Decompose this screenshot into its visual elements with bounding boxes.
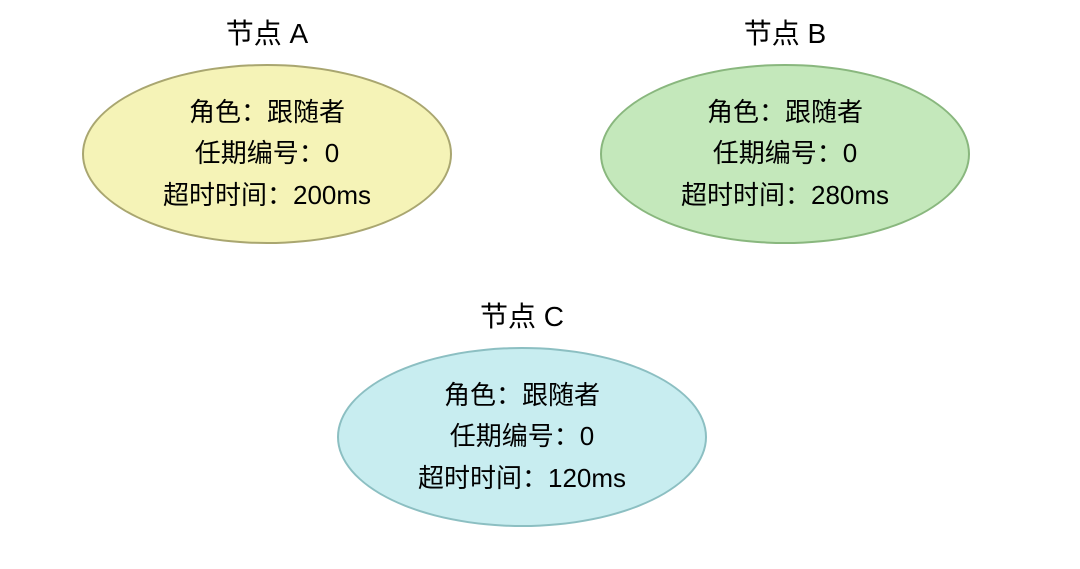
term-label: 任期编号： (195, 138, 325, 168)
term-label: 任期编号： (450, 421, 580, 451)
role-value: 跟随者 (267, 97, 345, 127)
node-b-role: 角色：跟随者 (707, 95, 863, 130)
node-a-ellipse: 角色：跟随者 任期编号：0 超时时间：200ms (82, 64, 452, 244)
timeout-value: 120ms (548, 463, 626, 493)
term-value: 0 (580, 421, 594, 451)
timeout-label: 超时时间： (163, 180, 293, 210)
node-b-title: 节点 B (744, 12, 826, 52)
timeout-value: 200ms (293, 180, 371, 210)
node-c-content: 角色：跟随者 任期编号：0 超时时间：120ms (418, 378, 626, 495)
role-label: 角色： (444, 380, 522, 410)
timeout-label: 超时时间： (418, 463, 548, 493)
node-a-timeout: 超时时间：200ms (163, 178, 371, 213)
term-label: 任期编号： (713, 138, 843, 168)
role-label: 角色： (189, 97, 267, 127)
timeout-label: 超时时间： (681, 180, 811, 210)
node-b: 节点 B 角色：跟随者 任期编号：0 超时时间：280ms (600, 12, 970, 244)
node-a-content: 角色：跟随者 任期编号：0 超时时间：200ms (163, 95, 371, 212)
node-b-ellipse: 角色：跟随者 任期编号：0 超时时间：280ms (600, 64, 970, 244)
node-c-timeout: 超时时间：120ms (418, 461, 626, 496)
node-c-role: 角色：跟随者 (444, 378, 600, 413)
node-a-title: 节点 A (226, 12, 308, 52)
node-c: 节点 C 角色：跟随者 任期编号：0 超时时间：120ms (337, 295, 707, 527)
term-value: 0 (843, 138, 857, 168)
node-a-role: 角色：跟随者 (189, 95, 345, 130)
timeout-value: 280ms (811, 180, 889, 210)
node-b-timeout: 超时时间：280ms (681, 178, 889, 213)
raft-nodes-diagram: 节点 A 角色：跟随者 任期编号：0 超时时间：200ms 节点 B 角色：跟随… (0, 0, 1080, 569)
node-b-term: 任期编号：0 (713, 136, 857, 171)
node-a: 节点 A 角色：跟随者 任期编号：0 超时时间：200ms (82, 12, 452, 244)
role-value: 跟随者 (522, 380, 600, 410)
node-c-term: 任期编号：0 (450, 419, 594, 454)
node-c-title: 节点 C (480, 295, 564, 335)
node-c-ellipse: 角色：跟随者 任期编号：0 超时时间：120ms (337, 347, 707, 527)
node-a-term: 任期编号：0 (195, 136, 339, 171)
term-value: 0 (325, 138, 339, 168)
node-b-content: 角色：跟随者 任期编号：0 超时时间：280ms (681, 95, 889, 212)
role-value: 跟随者 (785, 97, 863, 127)
role-label: 角色： (707, 97, 785, 127)
